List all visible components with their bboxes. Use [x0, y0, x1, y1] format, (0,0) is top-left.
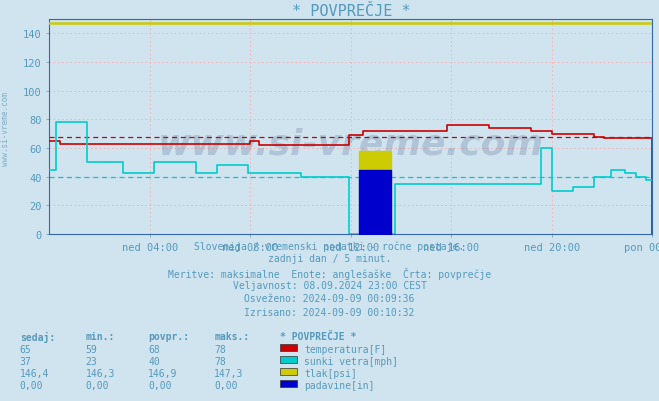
- Text: tlak[psi]: tlak[psi]: [304, 368, 357, 378]
- Text: 146,9: 146,9: [148, 368, 178, 378]
- Text: www.si-vreme.com: www.si-vreme.com: [1, 91, 10, 165]
- Text: www.si-vreme.com: www.si-vreme.com: [158, 128, 544, 162]
- Text: 37: 37: [20, 356, 32, 366]
- Text: 78: 78: [214, 344, 226, 354]
- Text: 146,3: 146,3: [86, 368, 115, 378]
- Text: Osveženo: 2024-09-09 00:09:36: Osveženo: 2024-09-09 00:09:36: [244, 294, 415, 304]
- Text: * POVPREČJE *: * POVPREČJE *: [280, 331, 357, 341]
- Text: Veljavnost: 08.09.2024 23:00 CEST: Veljavnost: 08.09.2024 23:00 CEST: [233, 280, 426, 290]
- Text: povpr.:: povpr.:: [148, 331, 189, 341]
- Text: maks.:: maks.:: [214, 331, 249, 341]
- Text: 0,00: 0,00: [214, 380, 238, 390]
- Text: 0,00: 0,00: [86, 380, 109, 390]
- Text: 0,00: 0,00: [148, 380, 172, 390]
- Text: zadnji dan / 5 minut.: zadnji dan / 5 minut.: [268, 254, 391, 264]
- Text: Meritve: maksimalne  Enote: anglešaške  Črta: povprečje: Meritve: maksimalne Enote: anglešaške Čr…: [168, 267, 491, 279]
- Text: temperatura[F]: temperatura[F]: [304, 344, 387, 354]
- Text: 59: 59: [86, 344, 98, 354]
- Text: padavine[in]: padavine[in]: [304, 380, 375, 390]
- Text: 40: 40: [148, 356, 160, 366]
- Text: 147,3: 147,3: [214, 368, 244, 378]
- Text: 0,00: 0,00: [20, 380, 43, 390]
- Text: 68: 68: [148, 344, 160, 354]
- Text: 78: 78: [214, 356, 226, 366]
- Text: 146,4: 146,4: [20, 368, 49, 378]
- Text: sunki vetra[mph]: sunki vetra[mph]: [304, 356, 399, 366]
- Title: * POVPREČJE *: * POVPREČJE *: [291, 4, 411, 19]
- Text: min.:: min.:: [86, 331, 115, 341]
- Text: 65: 65: [20, 344, 32, 354]
- Text: sedaj:: sedaj:: [20, 331, 55, 342]
- Text: Slovenija / vremenski podatki - ročne postaje.: Slovenija / vremenski podatki - ročne po…: [194, 241, 465, 251]
- Text: 23: 23: [86, 356, 98, 366]
- Text: Izrisano: 2024-09-09 00:10:32: Izrisano: 2024-09-09 00:10:32: [244, 307, 415, 317]
